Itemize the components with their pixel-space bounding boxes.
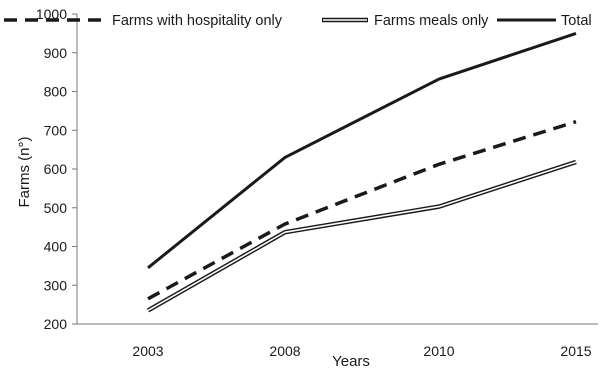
series-2	[147, 31, 577, 269]
y-tick-label: 700	[44, 122, 68, 138]
y-tick-label: 800	[44, 84, 68, 100]
y-tick-label: 400	[44, 239, 68, 255]
series-layer	[146, 31, 577, 313]
series-line-meals-outer	[146, 159, 577, 313]
x-tick-label: 2015	[560, 343, 591, 359]
y-tick-label: 200	[44, 316, 68, 332]
legend-label: Farms with hospitality only	[112, 13, 283, 29]
legend-item: Total	[497, 13, 592, 29]
x-tick-label: 2003	[132, 343, 163, 359]
x-tick-label: 2008	[269, 343, 300, 359]
y-axis: 200 300 400 500 600 700 800 900 1000	[36, 6, 78, 332]
y-tick-label: 900	[44, 45, 68, 61]
y-tick-label: 300	[44, 277, 68, 293]
y-axis-title: Farms (n°)	[16, 137, 33, 208]
y-tick-label: 1000	[36, 6, 67, 22]
x-axis-title: Years	[332, 353, 370, 368]
x-tick-label: 2010	[423, 343, 454, 359]
legend-label: Total	[561, 13, 592, 29]
series-line-hospitality	[147, 120, 577, 301]
series-0	[147, 120, 577, 301]
legend-label: Farms meals only	[374, 13, 489, 29]
legend-item: Farms with hospitality only	[4, 13, 283, 29]
y-tick-label: 500	[44, 200, 68, 216]
series-line-meals-inner	[147, 161, 577, 312]
legend: Farms with hospitality only Farms meals o…	[4, 13, 592, 29]
series-line-total	[147, 31, 577, 269]
legend-item: Farms meals only	[322, 13, 489, 29]
y-tick-label: 600	[44, 161, 68, 177]
x-axis: 2003 2008 2010 2015	[77, 323, 598, 359]
series-1	[146, 159, 577, 313]
